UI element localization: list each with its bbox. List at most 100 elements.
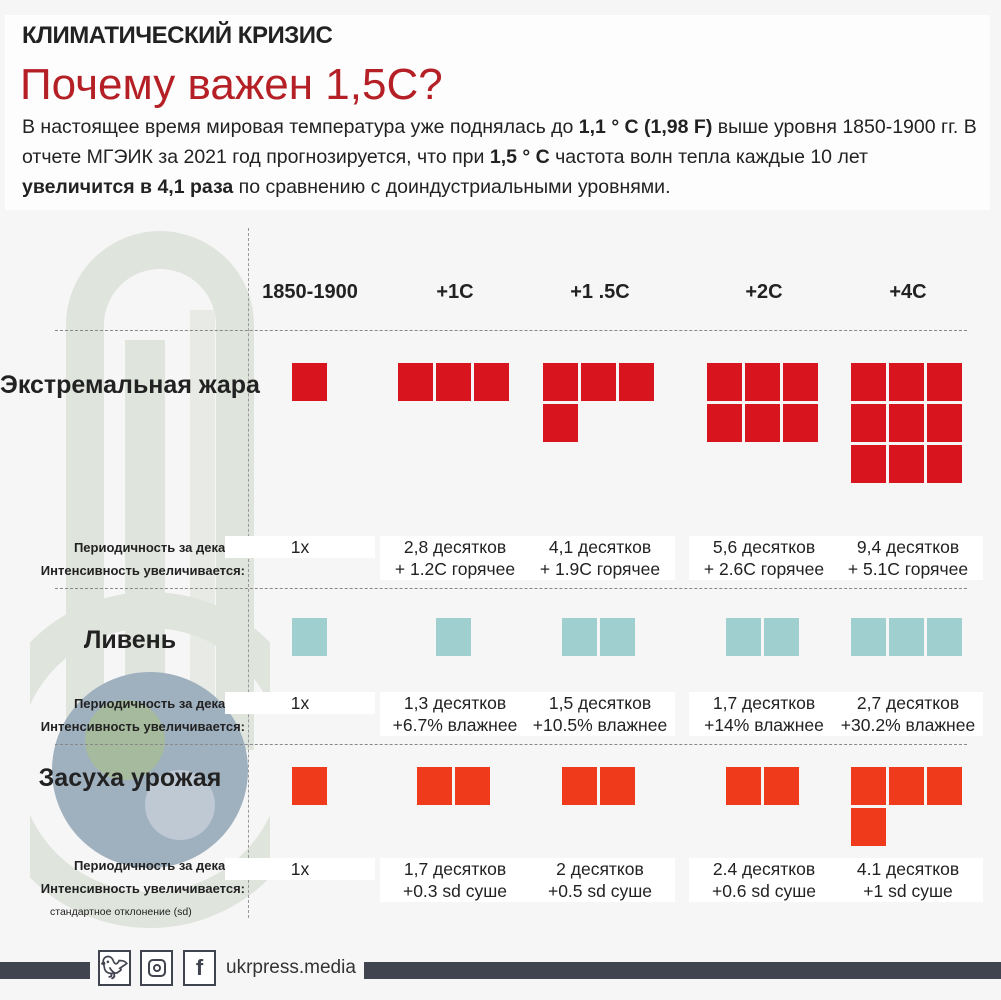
site-link[interactable]: ukrpress.media (226, 957, 356, 978)
twitter-icon[interactable]: 🐦︎ (98, 950, 131, 986)
row-divider (55, 588, 967, 589)
stat-frequency: 9,4 десятков (833, 536, 983, 558)
square-mark (851, 404, 886, 442)
stat-intensity: +1 sd суше (833, 880, 983, 902)
row-divider (55, 744, 967, 745)
square-mark (851, 767, 886, 805)
square-mark (600, 618, 635, 656)
column-divider (248, 228, 249, 918)
column-header: +1 .5C (570, 281, 630, 303)
square-mark (619, 363, 654, 401)
header-panel (5, 15, 990, 210)
square-mark (707, 404, 742, 442)
stat-frequency: 1,3 десятков (380, 692, 530, 714)
stat-intensity: +0.3 sd суше (380, 880, 530, 902)
footer-bar (364, 962, 1001, 979)
square-mark (851, 363, 886, 401)
row-title: Засуха урожая (38, 764, 222, 792)
column-header: +2C (745, 281, 783, 303)
row-title: Экстремальная жара (0, 371, 260, 399)
stat-frequency: 1,5 десятков (525, 692, 675, 714)
square-mark (851, 808, 886, 846)
square-mark (927, 767, 962, 805)
stat-frequency: 1x (225, 858, 375, 880)
square-mark (707, 363, 742, 401)
square-mark (927, 618, 962, 656)
square-mark (543, 363, 578, 401)
square-mark (889, 404, 924, 442)
square-mark (783, 404, 818, 442)
stat-frequency: 2.4 десятков (689, 858, 839, 880)
stat-frequency: 5,6 десятков (689, 536, 839, 558)
stat-frequency: 4.1 десятков (833, 858, 983, 880)
square-mark (581, 363, 616, 401)
intensity-label: Интенсивность увеличивается: (40, 563, 245, 578)
sd-note: стандартное отклонение (sd) (50, 906, 192, 918)
row-divider (55, 330, 967, 331)
intro-text: В настоящее время мировая температура уж… (22, 116, 977, 198)
square-mark (474, 363, 509, 401)
column-header: +1C (436, 281, 474, 303)
square-mark (889, 767, 924, 805)
square-mark (927, 363, 962, 401)
square-mark (745, 404, 780, 442)
square-mark (292, 363, 327, 401)
square-mark (436, 363, 471, 401)
column-header: 1850-1900 (262, 281, 358, 303)
square-mark (455, 767, 490, 805)
square-mark (889, 618, 924, 656)
square-mark (927, 404, 962, 442)
square-mark (726, 767, 761, 805)
page-title: Почему важен 1,5С? (20, 60, 443, 109)
frequency-label: Периодичность за декаду: (73, 540, 245, 555)
stat-frequency: 1x (225, 536, 375, 558)
square-mark (851, 445, 886, 483)
square-mark (398, 363, 433, 401)
square-mark (600, 767, 635, 805)
square-mark (745, 363, 780, 401)
stat-intensity: +0.6 sd суше (689, 880, 839, 902)
instagram-icon[interactable] (140, 950, 173, 986)
square-mark (851, 618, 886, 656)
square-mark (436, 618, 471, 656)
frequency-label: Периодичность за декаду: (73, 858, 245, 873)
footer-bar (0, 962, 90, 979)
square-mark (543, 404, 578, 442)
square-mark (889, 363, 924, 401)
square-mark (764, 618, 799, 656)
stat-intensity: +0.5 sd суше (525, 880, 675, 902)
square-mark (783, 363, 818, 401)
stat-intensity: +10.5% влажнее (525, 714, 675, 736)
stat-intensity: + 1.2C горячее (380, 558, 530, 580)
stat-intensity: + 5.1C горячее (833, 558, 983, 580)
square-mark (764, 767, 799, 805)
frequency-label: Периодичность за декаду: (73, 696, 245, 711)
stat-intensity: +14% влажнее (689, 714, 839, 736)
square-mark (726, 618, 761, 656)
stat-frequency: 2,7 десятков (833, 692, 983, 714)
row-title: Ливень (83, 626, 177, 654)
stat-frequency: 1,7 десятков (689, 692, 839, 714)
stat-intensity: + 1.9C горячее (525, 558, 675, 580)
square-mark (927, 445, 962, 483)
stat-intensity: + 2.6C горячее (689, 558, 839, 580)
stat-frequency: 4,1 десятков (525, 536, 675, 558)
stat-intensity: +30.2% влажнее (833, 714, 983, 736)
stat-frequency: 2,8 десятков (380, 536, 530, 558)
intensity-label: Интенсивность увеличивается: (40, 881, 245, 896)
stat-frequency: 1x (225, 692, 375, 714)
square-mark (417, 767, 452, 805)
facebook-icon[interactable]: f (183, 950, 216, 986)
column-header: +4C (889, 281, 927, 303)
kicker: КЛИМАТИЧЕСКИЙ КРИЗИС (22, 22, 333, 49)
square-mark (562, 767, 597, 805)
square-mark (889, 445, 924, 483)
square-mark (292, 618, 327, 656)
stat-intensity: +6.7% влажнее (380, 714, 530, 736)
square-mark (562, 618, 597, 656)
intensity-label: Интенсивность увеличивается: (40, 719, 245, 734)
stat-frequency: 1,7 десятков (380, 858, 530, 880)
stat-frequency: 2 десятков (525, 858, 675, 880)
thermometer-illustration (30, 231, 270, 928)
square-mark (292, 767, 327, 805)
